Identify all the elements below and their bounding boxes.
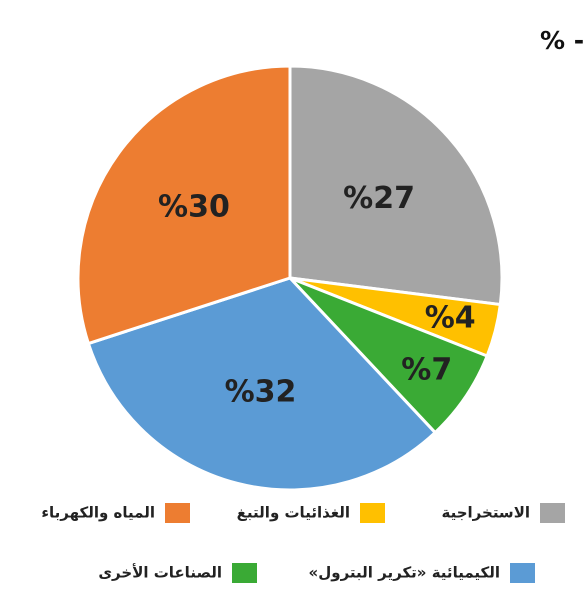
legend-swatch <box>510 563 535 583</box>
slice-label: %4 <box>425 301 476 336</box>
slice-label: %30 <box>158 190 230 225</box>
legend-label: الكيميائية «تكرير البترول» <box>309 564 500 582</box>
slice-label: %32 <box>225 374 297 409</box>
pie-slice <box>86 276 438 492</box>
legend-label: الصناعات الأخرى <box>98 564 222 582</box>
legend-swatch <box>232 563 257 583</box>
legend-swatch <box>540 503 565 523</box>
legend-swatch <box>360 503 385 523</box>
legend-label: الاستخراجية <box>442 504 531 522</box>
legend-label: المياه والكهرباء <box>41 504 155 522</box>
legend-swatch <box>165 503 190 523</box>
pie-slice <box>288 64 504 307</box>
slice-label: %27 <box>343 181 415 216</box>
slice-label: %7 <box>401 352 452 387</box>
pie-slice <box>76 64 292 346</box>
legend-label: الغذائيات والتبغ <box>237 504 350 522</box>
chart-title: توزّع قيم إنتاج الصناعة العامة 2019 - % <box>540 26 583 56</box>
